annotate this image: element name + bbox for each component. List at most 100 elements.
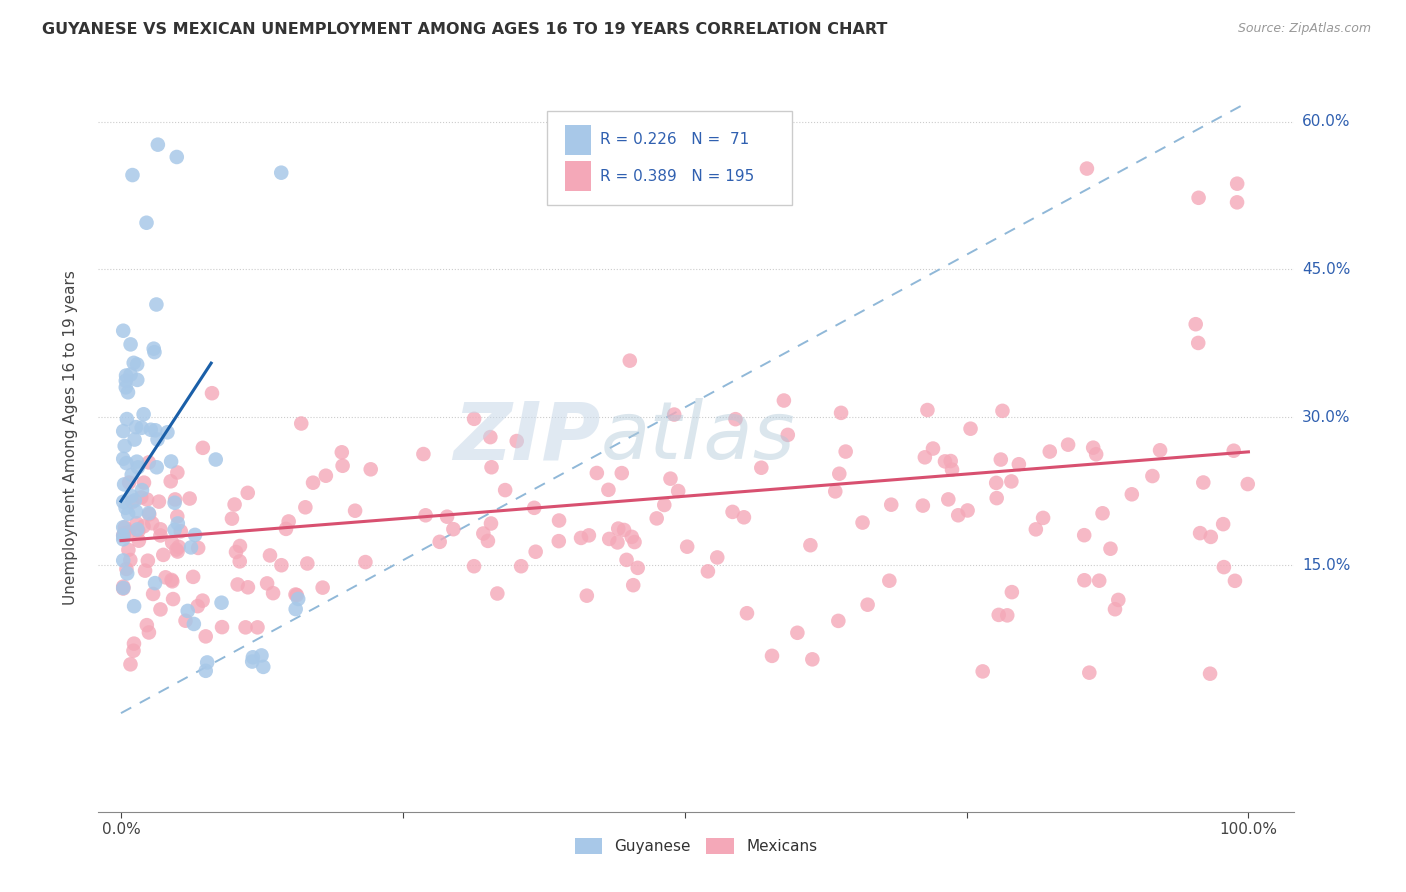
Point xyxy=(429,534,451,549)
Point xyxy=(127,524,149,538)
Point xyxy=(936,492,959,507)
Point xyxy=(284,602,307,616)
Point xyxy=(922,442,945,456)
Point xyxy=(606,535,628,549)
Point xyxy=(114,500,136,515)
Point xyxy=(506,434,529,448)
Point xyxy=(856,598,879,612)
Point xyxy=(145,460,167,475)
Point xyxy=(948,508,970,523)
Point xyxy=(225,545,247,559)
Point xyxy=(481,460,503,475)
Point xyxy=(1199,666,1222,681)
Point xyxy=(696,565,718,579)
Point xyxy=(114,439,136,453)
Point xyxy=(149,602,172,616)
Point xyxy=(167,540,190,554)
Point xyxy=(472,526,495,541)
Point xyxy=(494,483,516,497)
Point xyxy=(115,562,138,576)
Point xyxy=(733,510,755,524)
Point xyxy=(162,574,184,589)
Point xyxy=(524,545,547,559)
Point xyxy=(166,544,188,558)
Point xyxy=(330,445,353,459)
Point xyxy=(917,403,939,417)
Point xyxy=(183,616,205,631)
Point xyxy=(1236,477,1258,491)
Point xyxy=(135,618,157,632)
Point xyxy=(972,665,994,679)
Point xyxy=(240,655,263,669)
Point xyxy=(676,540,699,554)
Point xyxy=(1025,522,1047,536)
Point xyxy=(136,492,159,507)
FancyBboxPatch shape xyxy=(565,125,591,154)
Point xyxy=(262,586,284,600)
Point xyxy=(776,428,799,442)
Point xyxy=(939,454,962,468)
Text: 45.0%: 45.0% xyxy=(1302,262,1350,277)
Point xyxy=(1032,511,1054,525)
Point xyxy=(163,496,186,510)
Point xyxy=(112,495,135,509)
Point xyxy=(224,498,246,512)
Point xyxy=(187,599,209,614)
Point xyxy=(1222,443,1244,458)
Point xyxy=(122,637,145,651)
Point xyxy=(135,216,157,230)
Point xyxy=(246,620,269,634)
Point xyxy=(613,523,636,537)
Point xyxy=(1187,191,1209,205)
Point xyxy=(274,522,297,536)
Point xyxy=(598,532,620,546)
Point xyxy=(112,533,135,547)
Point xyxy=(204,452,226,467)
Point xyxy=(184,528,207,542)
Point xyxy=(1192,475,1215,490)
Point xyxy=(187,541,209,555)
Point xyxy=(256,576,278,591)
Y-axis label: Unemployment Among Ages 16 to 19 years: Unemployment Among Ages 16 to 19 years xyxy=(63,269,77,605)
Point xyxy=(986,491,1008,505)
Point xyxy=(311,581,333,595)
Point xyxy=(132,475,155,490)
Point xyxy=(143,576,166,591)
Point xyxy=(124,433,146,447)
Point xyxy=(285,588,308,602)
Point xyxy=(166,509,188,524)
Point xyxy=(143,345,166,359)
Point xyxy=(735,606,758,620)
Point xyxy=(211,596,233,610)
Point xyxy=(1078,665,1101,680)
Point xyxy=(170,524,193,539)
Point xyxy=(229,554,252,568)
Point xyxy=(117,507,139,521)
Point xyxy=(569,531,592,545)
Point xyxy=(120,337,142,351)
Point xyxy=(1223,574,1246,588)
Point xyxy=(112,520,135,534)
Point xyxy=(120,489,142,503)
Point xyxy=(441,522,464,536)
Point xyxy=(270,166,292,180)
Point xyxy=(941,463,963,477)
Point xyxy=(165,542,187,557)
Point xyxy=(664,408,686,422)
Point xyxy=(354,555,377,569)
Point xyxy=(436,509,458,524)
Point xyxy=(1189,526,1212,541)
Point xyxy=(523,500,546,515)
Point xyxy=(125,516,148,531)
Point xyxy=(180,541,202,555)
Point xyxy=(706,550,728,565)
Point xyxy=(112,528,135,542)
Point xyxy=(547,534,569,549)
Point xyxy=(801,652,824,666)
Point xyxy=(315,468,337,483)
Point xyxy=(995,608,1018,623)
Point xyxy=(302,475,325,490)
Point xyxy=(115,412,138,426)
Point xyxy=(959,422,981,436)
Point xyxy=(1008,457,1031,471)
